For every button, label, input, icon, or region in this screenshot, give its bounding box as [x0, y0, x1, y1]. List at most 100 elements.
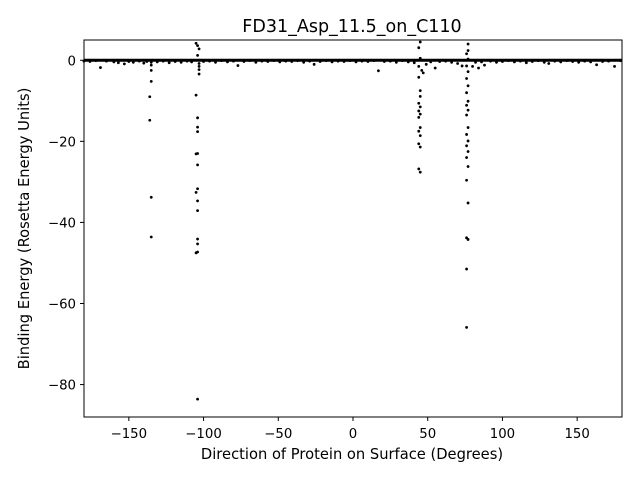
data-point	[196, 116, 199, 120]
y-tick-label: 0	[68, 54, 76, 69]
data-point	[613, 64, 616, 68]
data-point	[466, 126, 470, 129]
data-point	[471, 64, 474, 68]
data-point	[465, 133, 468, 136]
data-point	[595, 63, 598, 67]
y-axis: −80 −60 −40 −20 0	[48, 54, 84, 394]
data-point	[116, 61, 120, 65]
data-point	[167, 61, 171, 65]
data-point	[312, 62, 316, 66]
x-axis: −150 −100 −50 0 50 100 150	[111, 417, 590, 442]
data-point	[466, 201, 470, 205]
data-point	[197, 64, 201, 68]
data-point	[417, 64, 421, 68]
data-point	[466, 42, 470, 46]
data-point	[418, 170, 422, 174]
data-point	[465, 77, 468, 80]
data-point	[196, 130, 199, 134]
data-point	[418, 145, 422, 149]
data-point	[418, 89, 422, 93]
data-point	[547, 62, 551, 65]
data-point	[412, 61, 416, 65]
y-tick-label: −80	[48, 379, 76, 394]
data-point	[99, 66, 102, 69]
data-point	[194, 152, 198, 156]
data-point	[466, 49, 470, 52]
data-point	[197, 68, 201, 71]
data-point	[417, 142, 421, 146]
data-point	[465, 156, 468, 159]
data-point	[418, 126, 422, 129]
data-point	[460, 64, 464, 68]
data-point	[196, 237, 199, 241]
x-axis-label: Direction of Protein on Surface (Degrees…	[201, 446, 503, 463]
data-point	[196, 209, 199, 213]
data-point	[418, 105, 422, 109]
data-point	[148, 95, 152, 99]
x-tick-label: −100	[185, 427, 222, 442]
data-point	[149, 63, 153, 67]
data-point	[417, 129, 421, 133]
x-tick-label: 50	[419, 427, 436, 442]
data-point	[433, 66, 437, 70]
x-tick-label: 0	[349, 427, 357, 442]
data-point	[142, 61, 146, 65]
data-point	[421, 71, 425, 75]
y-tick-label: −40	[48, 216, 76, 231]
data-point	[196, 397, 199, 401]
data-point	[417, 116, 421, 119]
data-point	[418, 40, 422, 44]
data-point	[466, 139, 470, 143]
data-point	[149, 235, 153, 239]
x-tick-label: −50	[264, 427, 292, 442]
data-point	[465, 178, 468, 182]
data-point	[465, 52, 468, 56]
data-point	[418, 112, 422, 116]
data-point	[417, 101, 421, 105]
data-point	[194, 251, 198, 255]
data-point	[465, 267, 468, 271]
data-point	[377, 69, 380, 73]
data-point	[483, 63, 486, 67]
data-point	[465, 113, 468, 117]
data-point	[465, 103, 468, 107]
data-point	[194, 41, 198, 45]
y-tick-label: −60	[48, 297, 76, 312]
data-point	[466, 70, 470, 74]
data-point	[148, 118, 152, 122]
data-point	[456, 62, 460, 65]
data-point	[465, 91, 468, 95]
data-point	[236, 64, 240, 67]
data-point	[466, 150, 470, 153]
data-point	[477, 66, 480, 70]
data-point	[466, 108, 470, 112]
data-point	[466, 165, 470, 168]
data-point	[465, 144, 468, 148]
data-point	[418, 134, 422, 138]
data-point	[196, 125, 199, 129]
x-tick-label: 100	[490, 427, 515, 442]
data-point	[194, 191, 198, 194]
y-axis-label: Binding Energy (Rosetta Energy Units)	[16, 88, 33, 370]
data-point	[197, 62, 201, 65]
data-point	[196, 44, 199, 48]
data-point	[417, 167, 421, 171]
data-point	[420, 69, 424, 72]
data-point	[417, 75, 421, 79]
data-point	[149, 79, 153, 83]
data-point	[196, 187, 199, 191]
data-point	[418, 94, 422, 98]
y-tick-label: −20	[48, 135, 76, 150]
data-point	[424, 62, 428, 66]
data-point	[197, 72, 201, 76]
x-tick-label: 150	[564, 427, 589, 442]
data-point	[524, 61, 528, 65]
data-point	[196, 199, 199, 203]
data-point	[149, 195, 153, 199]
x-tick-label: −150	[111, 427, 148, 442]
data-point	[466, 84, 470, 88]
data-point	[466, 99, 470, 103]
data-point	[197, 47, 201, 51]
